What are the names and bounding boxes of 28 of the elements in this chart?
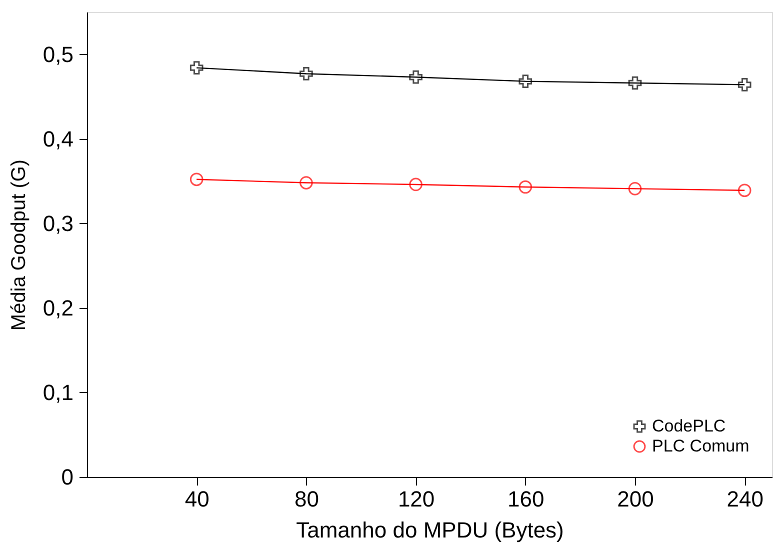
point: [738, 184, 752, 198]
point: [190, 172, 204, 186]
y-tick-label: 0,2: [42, 295, 74, 320]
y-tick-label: 0,5: [42, 42, 74, 67]
x-axis-title: Tamanho do MPDU (Bytes): [296, 518, 564, 542]
legend-label: CodePLC: [652, 416, 726, 436]
point: [518, 74, 532, 88]
y-tick-label: 0,1: [42, 380, 74, 405]
point: [409, 70, 422, 84]
y-tick-label: 0,4: [42, 126, 74, 152]
legend-label: PLC Comum: [652, 436, 750, 456]
point: [738, 78, 752, 92]
y-tick-label: 0: [61, 464, 74, 490]
x-tick-label: 240: [726, 486, 764, 512]
x-tick-label: 80: [294, 486, 319, 512]
point: [628, 182, 642, 196]
x-tick-label: 120: [398, 486, 435, 512]
point: [190, 61, 204, 74]
point: [518, 180, 532, 194]
point: [300, 67, 313, 80]
x-tick-label: 40: [184, 486, 210, 512]
x-tick-label: 200: [617, 486, 654, 512]
y-tick-label: 0,3: [42, 210, 74, 236]
point: [409, 178, 422, 192]
point: [628, 76, 642, 90]
point: [300, 176, 313, 190]
x-tick-label: 160: [508, 486, 544, 512]
y-axis-title: Média Goodput (G): [8, 159, 30, 331]
